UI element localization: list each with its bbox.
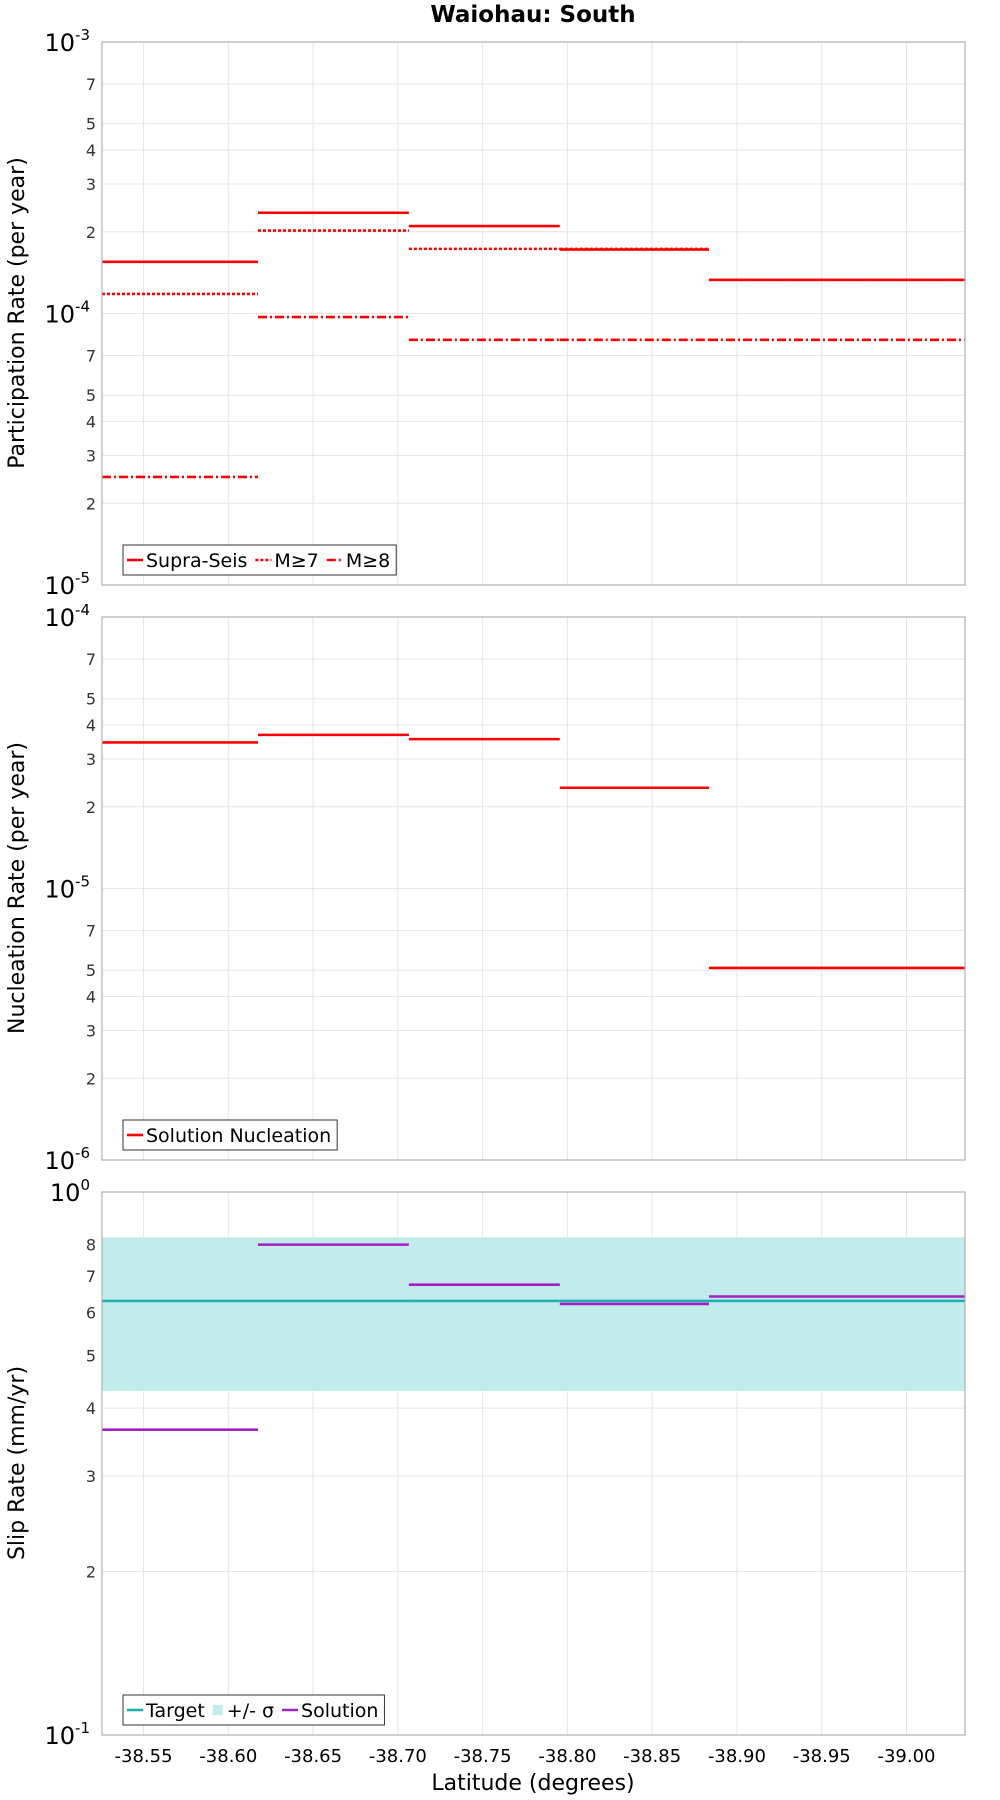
legend-swatch-band — [212, 1705, 223, 1715]
y-minor-tick-label: 5 — [86, 1346, 96, 1365]
legend-entry-label: Target — [145, 1700, 205, 1722]
legend-entry-label: Solution — [301, 1700, 378, 1722]
legend-entry-label: +/- σ — [227, 1700, 274, 1722]
x-tick-label: -38.80 — [538, 1746, 596, 1767]
y-minor-tick-label: 2 — [86, 1563, 96, 1582]
sigma-band — [102, 1237, 965, 1392]
x-tick-label: -38.75 — [454, 1746, 512, 1767]
y-minor-tick-label: 4 — [86, 413, 96, 432]
legend-box — [122, 544, 397, 576]
legend-entry-label: M≥7 — [274, 550, 318, 572]
x-tick-label: -38.65 — [284, 1746, 342, 1767]
y-minor-tick-label: 2 — [86, 223, 96, 242]
y-minor-tick-label: 5 — [86, 961, 96, 980]
y-major-tick-label: 10-6 — [44, 1144, 90, 1175]
x-axis-label: Latitude (degrees) — [431, 1771, 634, 1796]
y-minor-tick-label: 2 — [86, 1069, 96, 1088]
y-minor-tick-label: 3 — [86, 750, 96, 769]
plot-frame — [101, 616, 966, 1161]
y-major-tick-label: 10-5 — [44, 873, 90, 904]
y-minor-tick-label: 2 — [86, 494, 96, 513]
legend: Supra-Seis M≥7 M≥8 — [122, 544, 397, 576]
y-minor-tick-label: 7 — [86, 650, 96, 669]
y-minor-tick-label: 7 — [86, 922, 96, 941]
x-tick-label: -38.90 — [708, 1746, 766, 1767]
legend-entry-label: M≥8 — [346, 550, 390, 572]
y-minor-tick-label: 4 — [86, 988, 96, 1007]
y-axis-label-slip: Slip Rate (mm/yr) — [5, 1366, 30, 1560]
y-minor-tick-label: 3 — [86, 175, 96, 194]
legend-entry-label: Solution Nucleation — [146, 1125, 331, 1147]
y-major-tick-label: 10-5 — [44, 569, 90, 600]
y-minor-tick-label: 8 — [86, 1236, 96, 1255]
y-major-tick-label: 10-4 — [44, 298, 90, 329]
y-major-tick-label: 10-3 — [44, 26, 90, 57]
legend: Solution Nucleation — [122, 1119, 338, 1151]
legend: Target +/- σ Solution — [122, 1694, 385, 1726]
x-tick-label: -38.55 — [115, 1746, 173, 1767]
y-axis-label-participation: Participation Rate (per year) — [5, 157, 30, 469]
nucleation-rate-panel: 2 3 4 5 7 2 3 4 5 7 10-6 10-5 10-4 Solution Nucleatio… — [44, 601, 966, 1175]
y-minor-tick-label: 7 — [86, 75, 96, 94]
y-minor-tick-label: 4 — [86, 141, 96, 160]
x-tick-label: -38.85 — [623, 1746, 681, 1767]
x-tick-label: -38.60 — [199, 1746, 257, 1767]
legend-entry-label: Supra-Seis — [146, 550, 247, 572]
y-minor-tick-label: 3 — [86, 446, 96, 465]
y-major-tick-label: 10-1 — [44, 1719, 90, 1750]
chart-title: Waiohau: South — [430, 2, 635, 28]
y-minor-tick-label: 5 — [86, 690, 96, 709]
y-minor-tick-label: 7 — [86, 1267, 96, 1286]
plot-frame — [101, 41, 966, 586]
legend-box — [122, 1694, 385, 1726]
y-minor-tick-label: 3 — [86, 1467, 96, 1486]
legend-box — [122, 1119, 338, 1151]
y-minor-tick-label: 7 — [86, 347, 96, 366]
x-tick-label: -38.70 — [369, 1746, 427, 1767]
y-major-tick-label: 10-4 — [44, 601, 90, 632]
slip-rate-panel: 2 3 4 5 6 7 8 10-1 100 -38.55 -38.60 -38.65 -38.70 -3… — [44, 1176, 966, 1767]
y-major-tick-label: 100 — [50, 1176, 90, 1207]
x-tick-label: -38.95 — [793, 1746, 851, 1767]
y-minor-tick-label: 2 — [86, 798, 96, 817]
y-minor-tick-label: 5 — [86, 115, 96, 134]
participation-rate-panel: 2 3 4 5 7 2 3 4 5 7 10-5 10-4 10-3 Supra-Seis M≥7 M≥8 — [44, 26, 966, 600]
y-minor-tick-label: 3 — [86, 1021, 96, 1040]
x-tick-label: -39.00 — [877, 1746, 935, 1767]
y-axis-label-nucleation: Nucleation Rate (per year) — [5, 742, 30, 1034]
y-minor-tick-label: 4 — [86, 1399, 96, 1418]
y-minor-tick-label: 5 — [86, 386, 96, 405]
plot-frame — [101, 1191, 966, 1736]
y-minor-tick-label: 4 — [86, 716, 96, 735]
y-minor-tick-label: 6 — [86, 1303, 96, 1322]
